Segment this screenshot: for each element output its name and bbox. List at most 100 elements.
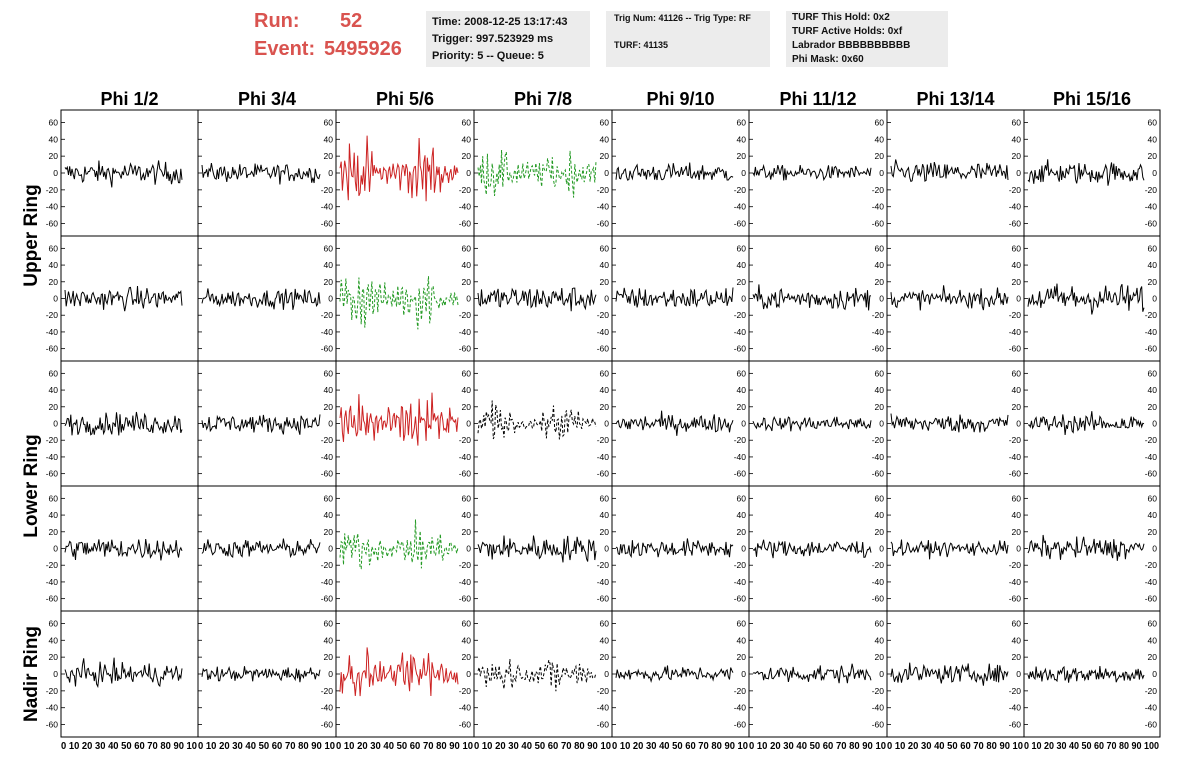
waveform-trace [615,410,734,436]
y-tick-label: 0 [604,544,609,554]
y-tick-label: 20 [1012,151,1022,161]
y-tick-label: 0 [328,669,333,679]
y-tick-label: 60 [324,493,334,503]
y-tick-label: 40 [1148,134,1158,144]
y-tick-label: 60 [1148,368,1158,378]
y-tick-label: 40 [1148,260,1158,270]
y-tick-label: 0 [466,168,471,178]
y-tick-label: -20 [1009,686,1022,696]
y-tick-label: -40 [872,703,885,713]
y-tick-label: 0 [53,294,58,304]
y-tick-label: 40 [324,260,334,270]
y-tick-label: -60 [46,344,59,354]
waveform-trace [1027,665,1145,683]
waveform-trace [64,285,183,312]
panel-frame [197,109,337,237]
y-tick-label: 0 [53,419,58,429]
y-tick-label: 60 [462,493,472,503]
y-tick-label: 60 [1148,493,1158,503]
labrador-text: Labrador BBBBBBBBBB [792,40,911,51]
y-tick-label: 0 [1016,419,1021,429]
ring-label: Lower Ring [21,434,42,537]
y-tick-label: -20 [734,310,747,320]
y-tick-label: -40 [321,577,334,587]
y-tick-label: 20 [1148,277,1158,287]
column-headers: Phi 1/2 Phi 3/4 Phi 5/6 Phi 7/8 Phi 9/10 Phi … [100,89,1131,109]
y-tick-label: 40 [875,385,885,395]
y-tick-label: 40 [324,510,334,520]
waveform-panel: -60 -40 -20 0 20 40 60 [748,109,888,237]
waveform-panel: -60 -40 -20 0 20 40 60 [886,610,1025,738]
y-tick-label: -40 [459,327,472,337]
y-tick-label: -60 [1145,720,1158,730]
y-tick-label: -20 [597,310,610,320]
waveform-panel: -60 -40 -20 0 20 40 60 [197,109,337,237]
y-tick-label: -40 [46,202,59,212]
y-tick-label: 0 [466,294,471,304]
y-tick-label: 40 [600,385,610,395]
y-tick-label: 0 [1016,294,1021,304]
y-tick-label: 0 [741,544,746,554]
y-tick-label: -20 [46,560,59,570]
y-tick-label: 60 [324,368,334,378]
panel-frame [886,360,1025,487]
y-tick-label: 0 [741,168,746,178]
y-tick-label: -60 [321,219,334,229]
panel-frame [60,360,199,487]
x-axis-label: 0 10 20 30 40 50 60 70 80 90 10 [336,741,473,752]
y-tick-label: 0 [328,419,333,429]
y-tick-label: 0 [1152,168,1157,178]
y-tick-label: 20 [1148,151,1158,161]
y-tick-label: 60 [1148,618,1158,628]
y-tick-label: -40 [321,703,334,713]
y-tick-label: 0 [328,294,333,304]
waveform-trace [201,163,321,185]
y-tick-label: -60 [321,720,334,730]
y-tick-label: -40 [321,327,334,337]
phi-mask-text: Phi Mask: 0x60 [792,54,864,65]
y-tick-label: -40 [872,202,885,212]
y-tick-label: 60 [462,243,472,253]
y-tick-label: -60 [872,469,885,479]
y-tick-label: -20 [1009,435,1022,445]
waveform-panel: -60 -40 -20 0 20 40 60 [473,360,613,487]
y-tick-label: -20 [46,435,59,445]
y-tick-label: 20 [49,277,59,287]
panel-frame [748,610,888,738]
y-tick-label: 60 [875,117,885,127]
waveform-panel: -60 -40 -20 0 20 40 60 [1023,109,1161,237]
y-tick-label: 20 [462,652,472,662]
y-tick-label: 60 [875,368,885,378]
y-tick-label: -40 [46,327,59,337]
y-tick-label: 60 [600,618,610,628]
y-tick-label: -20 [1145,185,1158,195]
y-tick-label: 60 [462,618,472,628]
y-tick-label: -60 [597,219,610,229]
waveform-panel: -60 -40 -20 0 20 40 60 [1023,360,1161,487]
y-tick-label: 20 [49,151,59,161]
y-tick-label: 60 [737,117,747,127]
y-tick-label: -60 [459,469,472,479]
y-tick-label: 0 [1016,669,1021,679]
trig-num-text: Trig Num: 41126 -- Trig Type: RF [614,13,751,23]
y-tick-label: -20 [597,185,610,195]
waveform-panel: -60 -40 -20 0 20 40 60 [886,235,1025,362]
x-axis-label: 0 10 20 30 40 50 60 70 80 90 10 [61,741,197,752]
y-tick-label: -40 [734,452,747,462]
y-tick-label: 0 [604,669,609,679]
y-tick-label: 40 [1012,635,1022,645]
waveform-trace [1027,283,1145,315]
y-tick-label: -20 [46,310,59,320]
y-tick-label: -60 [46,720,59,730]
event-label: Event: [254,38,316,60]
waveform-trace [752,415,872,432]
y-tick-label: 20 [462,151,472,161]
y-tick-label: -20 [459,435,472,445]
y-tick-label: -20 [872,185,885,195]
y-tick-label: -60 [46,594,59,604]
y-tick-label: -20 [459,560,472,570]
panels: -60 -40 -20 0 20 40 60 -60 -40 -20 0 20 40 60 -60 -40 -2… [46,109,1161,738]
panel-frame [197,610,337,738]
y-tick-label: -20 [734,686,747,696]
